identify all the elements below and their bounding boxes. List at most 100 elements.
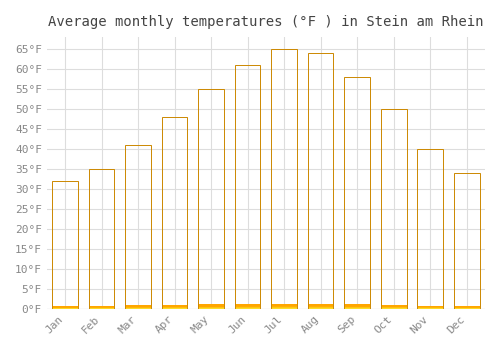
Bar xyxy=(198,306,224,308)
Bar xyxy=(308,305,334,307)
Bar xyxy=(52,306,78,308)
Bar xyxy=(162,306,188,308)
Bar xyxy=(52,307,78,309)
Bar xyxy=(198,306,224,308)
Bar xyxy=(344,306,370,308)
Bar xyxy=(344,305,370,307)
Bar xyxy=(235,305,260,307)
Bar xyxy=(235,306,260,309)
Bar xyxy=(308,304,334,307)
Bar xyxy=(235,306,260,308)
Bar xyxy=(89,306,114,307)
Bar xyxy=(308,306,334,309)
Bar xyxy=(454,307,479,308)
Bar xyxy=(454,306,479,308)
Bar xyxy=(454,306,479,308)
Bar xyxy=(235,304,260,307)
Bar xyxy=(381,305,406,307)
Bar xyxy=(235,304,260,307)
Bar xyxy=(381,306,406,308)
Bar xyxy=(308,304,334,307)
Bar xyxy=(89,307,114,308)
Bar xyxy=(126,307,151,308)
Bar xyxy=(418,306,443,308)
Bar xyxy=(381,306,406,308)
Bar xyxy=(454,306,479,308)
Bar xyxy=(381,306,406,308)
Bar xyxy=(418,306,443,308)
Bar xyxy=(235,306,260,308)
Bar xyxy=(89,307,114,309)
Bar xyxy=(418,307,443,308)
Bar xyxy=(381,307,406,309)
Bar xyxy=(126,306,151,307)
Bar xyxy=(162,306,188,308)
Bar xyxy=(344,306,370,308)
Bar xyxy=(162,305,188,307)
Bar xyxy=(52,307,78,308)
Bar xyxy=(454,307,479,308)
Bar xyxy=(454,307,479,308)
Bar xyxy=(454,307,479,309)
Bar xyxy=(344,306,370,309)
Bar xyxy=(344,306,370,308)
Bar xyxy=(381,109,406,309)
Bar xyxy=(308,304,334,307)
Bar xyxy=(308,304,334,307)
Bar xyxy=(198,306,224,308)
Bar xyxy=(454,306,479,307)
Bar xyxy=(454,307,479,308)
Bar xyxy=(418,306,443,307)
Bar xyxy=(308,306,334,308)
Bar xyxy=(381,305,406,307)
Bar xyxy=(126,145,151,309)
Bar xyxy=(198,306,224,308)
Bar xyxy=(89,307,114,309)
Bar xyxy=(162,305,188,307)
Bar xyxy=(235,304,260,307)
Bar xyxy=(418,306,443,308)
Bar xyxy=(381,306,406,308)
Bar xyxy=(89,307,114,308)
Bar xyxy=(418,149,443,309)
Bar xyxy=(235,305,260,307)
Bar xyxy=(89,307,114,308)
Bar xyxy=(198,305,224,308)
Bar xyxy=(381,307,406,308)
Bar xyxy=(89,307,114,308)
Bar xyxy=(89,307,114,309)
Bar xyxy=(126,307,151,308)
Bar xyxy=(198,306,224,308)
Bar xyxy=(126,306,151,308)
Bar xyxy=(235,304,260,306)
Bar xyxy=(381,306,406,308)
Bar xyxy=(454,307,479,309)
Bar xyxy=(198,305,224,307)
Bar xyxy=(52,307,78,309)
Bar xyxy=(418,306,443,308)
Bar xyxy=(308,304,334,307)
Bar xyxy=(162,305,188,307)
Bar xyxy=(344,304,370,307)
Bar xyxy=(272,306,297,308)
Bar xyxy=(381,305,406,307)
Bar xyxy=(344,306,370,308)
Bar xyxy=(89,306,114,307)
Bar xyxy=(198,306,224,308)
Bar xyxy=(162,306,188,308)
Bar xyxy=(52,307,78,308)
Bar xyxy=(162,305,188,307)
Bar xyxy=(308,304,334,307)
Bar xyxy=(162,306,188,308)
Bar xyxy=(126,307,151,309)
Bar xyxy=(418,306,443,308)
Bar xyxy=(272,304,297,307)
Bar xyxy=(126,306,151,308)
Bar xyxy=(198,305,224,307)
Bar xyxy=(89,307,114,308)
Bar xyxy=(52,307,78,308)
Bar xyxy=(344,305,370,307)
Bar xyxy=(272,303,297,306)
Bar xyxy=(52,307,78,308)
Bar xyxy=(418,306,443,308)
